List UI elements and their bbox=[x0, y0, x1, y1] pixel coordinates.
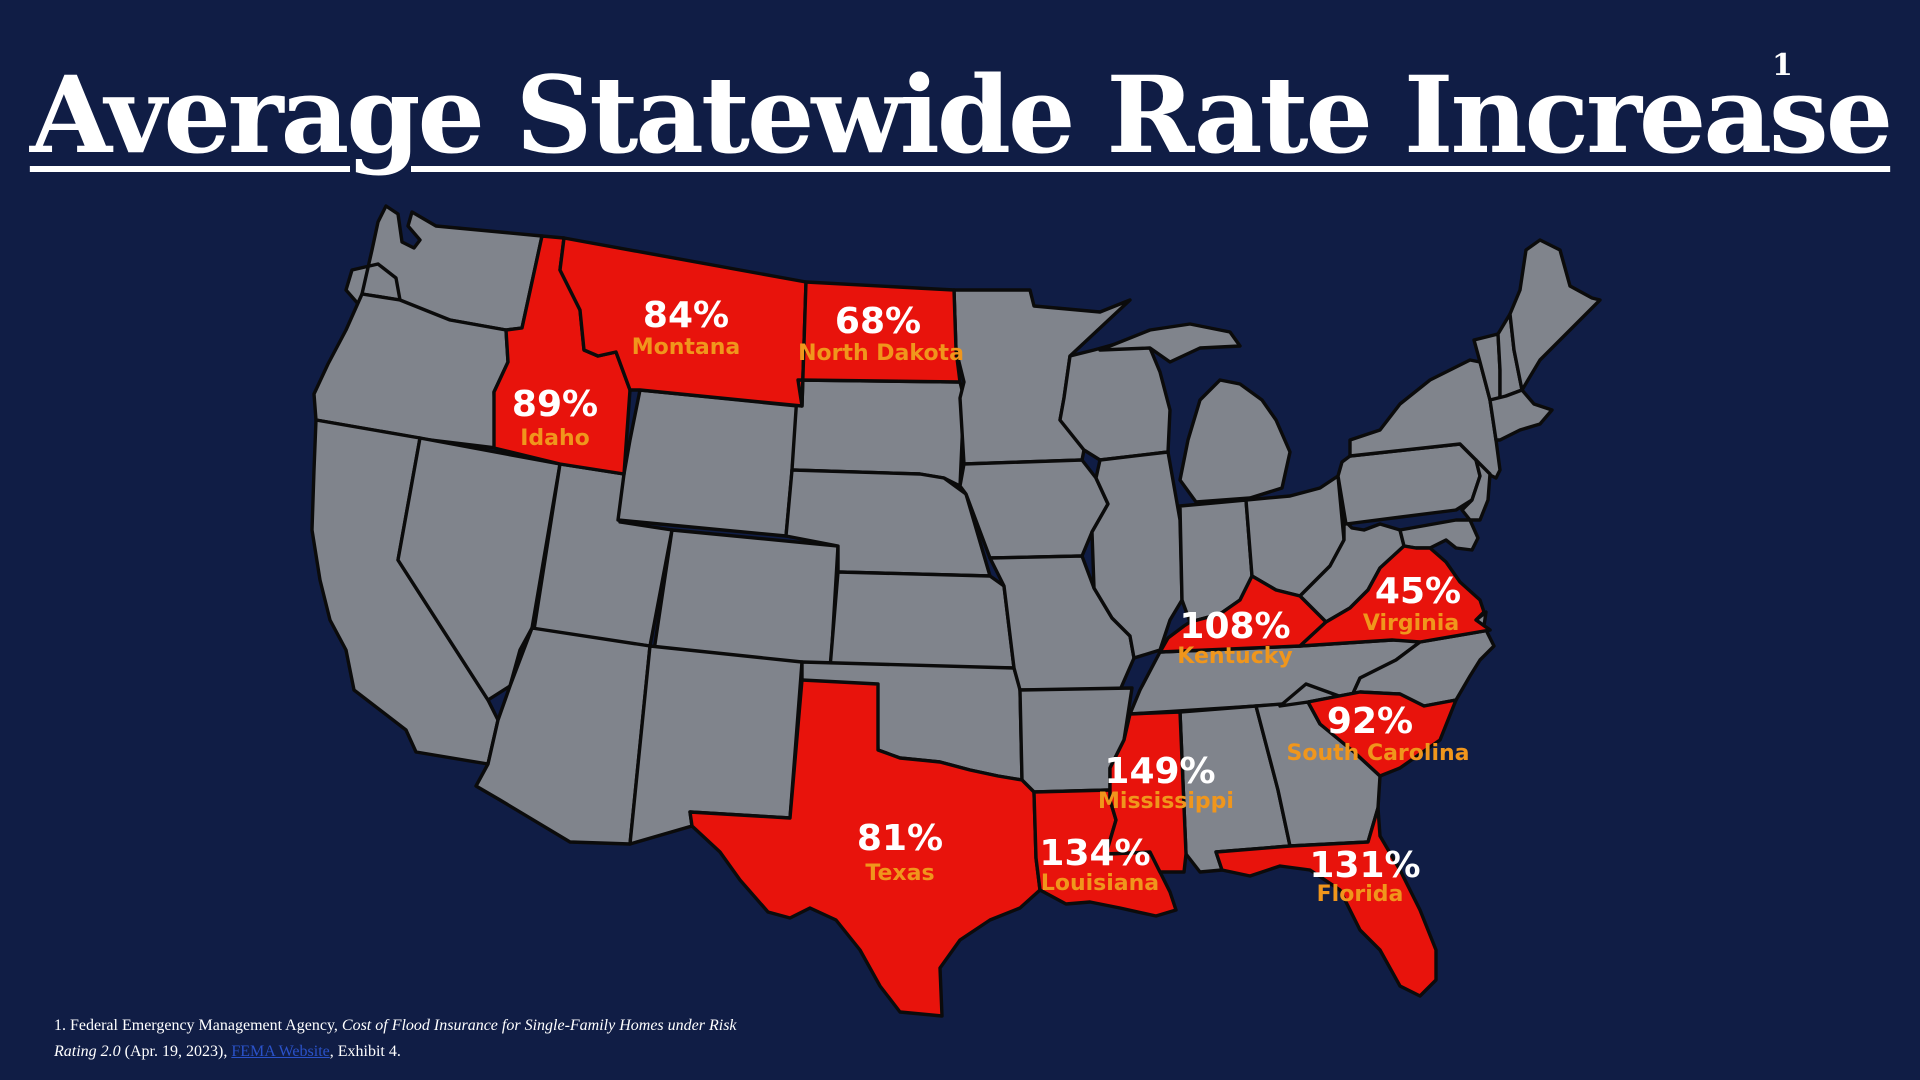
virginia-percent: 45% bbox=[1375, 571, 1461, 612]
state-massachusetts-ri-ct bbox=[1488, 388, 1554, 442]
footnote-suffix: , Exhibit 4. bbox=[329, 1043, 401, 1060]
kentucky-label: Kentucky bbox=[1177, 644, 1292, 669]
state-iowa bbox=[958, 458, 1110, 560]
louisiana-percent: 134% bbox=[1039, 833, 1150, 874]
louisiana-label: Louisiana bbox=[1041, 871, 1159, 896]
state-maine bbox=[1508, 238, 1602, 392]
footnote-doc-title: Cost of Flood Insurance for Single-Famil… bbox=[54, 1017, 737, 1060]
texas-percent: 81% bbox=[857, 818, 943, 859]
texas-label: Texas bbox=[865, 861, 934, 886]
footnote-date: (Apr. 19, 2023), bbox=[120, 1043, 232, 1060]
south-carolina-percent: 92% bbox=[1327, 701, 1413, 742]
montana-percent: 84% bbox=[643, 295, 729, 336]
north-dakota-label: North Dakota bbox=[798, 341, 964, 366]
state-wisconsin bbox=[1058, 338, 1172, 462]
fema-website-link[interactable]: FEMA Website bbox=[231, 1043, 330, 1060]
footnote: 1. Federal Emergency Management Agency, C… bbox=[54, 1013, 774, 1065]
state-mississippi bbox=[1104, 710, 1188, 874]
florida-label: Florida bbox=[1317, 882, 1404, 907]
state-texas bbox=[688, 678, 1042, 1018]
title-footnote-marker: 1 bbox=[1772, 48, 1793, 83]
mississippi-label: Mississippi bbox=[1098, 789, 1234, 814]
state-north-dakota bbox=[796, 280, 962, 408]
idaho-percent: 89% bbox=[512, 384, 598, 425]
state-wyoming bbox=[616, 388, 800, 538]
state-south-carolina bbox=[1306, 690, 1458, 778]
footnote-agency: Federal Emergency Management Agency, bbox=[70, 1017, 342, 1034]
florida-percent: 131% bbox=[1309, 845, 1420, 886]
state-florida bbox=[1214, 806, 1438, 998]
mississippi-percent: 149% bbox=[1104, 751, 1215, 792]
montana-label: Montana bbox=[632, 335, 741, 360]
state-illinois bbox=[1090, 450, 1184, 660]
state-maryland-delaware bbox=[1398, 518, 1480, 552]
virginia-label: Virginia bbox=[1363, 611, 1459, 636]
state-virginia bbox=[1298, 544, 1492, 648]
kentucky-percent: 108% bbox=[1179, 606, 1290, 647]
north-dakota-percent: 68% bbox=[835, 301, 921, 342]
page-title: Average Statewide Rate Increase bbox=[29, 52, 1893, 177]
south-carolina-label: South Carolina bbox=[1286, 741, 1469, 766]
state-kansas bbox=[828, 570, 1016, 670]
footnote-number: 1. bbox=[54, 1017, 66, 1034]
idaho-label: Idaho bbox=[520, 426, 590, 451]
state-michigan bbox=[1098, 322, 1292, 504]
